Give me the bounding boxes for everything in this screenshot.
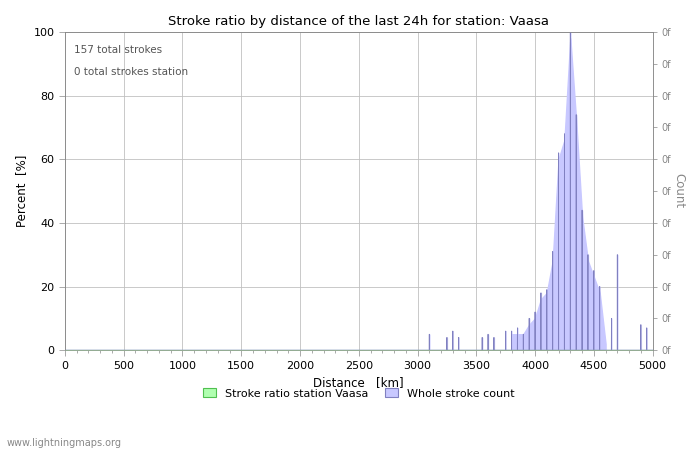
Y-axis label: Count: Count xyxy=(672,174,685,209)
Text: 0 total strokes station: 0 total strokes station xyxy=(74,67,188,77)
Text: www.lightningmaps.org: www.lightningmaps.org xyxy=(7,438,122,448)
Y-axis label: Percent  [%]: Percent [%] xyxy=(15,155,28,227)
X-axis label: Distance   [km]: Distance [km] xyxy=(314,376,404,389)
Legend: Stroke ratio station Vaasa, Whole stroke count: Stroke ratio station Vaasa, Whole stroke… xyxy=(203,388,514,399)
Title: Stroke ratio by distance of the last 24h for station: Vaasa: Stroke ratio by distance of the last 24h… xyxy=(168,15,550,28)
Text: 157 total strokes: 157 total strokes xyxy=(74,45,162,54)
